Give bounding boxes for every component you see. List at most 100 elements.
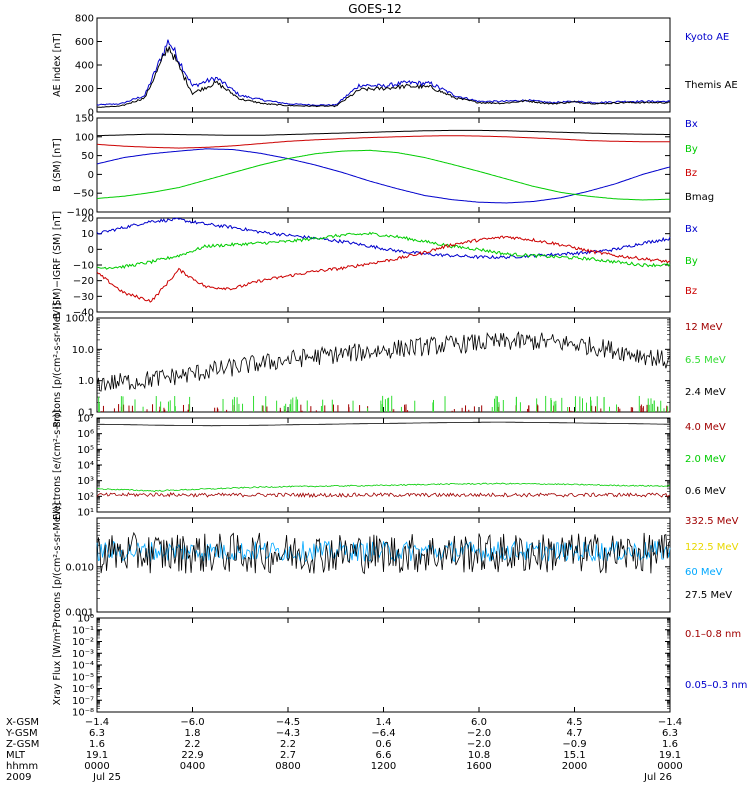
series-line <box>96 491 671 498</box>
legend-entry: 332.5 MeV <box>685 516 739 527</box>
y-tick-label: 10³ <box>77 476 94 487</box>
y-tick-label: −100 <box>67 208 94 219</box>
y-tick-label: 600 <box>75 37 94 48</box>
legend-entry: 0.05–0.3 nm <box>685 680 747 691</box>
panel-2: −100 −50 0 50 100 150 B (SM) [nT] Bx By Bz Bmag <box>52 114 714 219</box>
x-axis-value: 0400 <box>180 761 205 772</box>
x-axis-value: 22.9 <box>181 750 203 761</box>
x-axis-value: 4.7 <box>567 728 583 739</box>
x-axis-value: 10.8 <box>468 750 490 761</box>
legend-entry: 27.5 MeV <box>685 590 732 601</box>
x-axis-value: 0.6 <box>376 739 392 750</box>
legend-entry: By <box>685 144 698 155</box>
y-tick-label: 10⁵ <box>77 445 94 456</box>
legend-entry: Bmag <box>685 192 714 203</box>
panel-frame <box>96 217 671 313</box>
x-row-label: 2009 <box>6 772 31 783</box>
panel-frame <box>96 17 671 113</box>
y-tick-label: 10¹ <box>77 508 94 519</box>
legend-entry: Bx <box>685 224 698 235</box>
legend-entry: Bz <box>685 168 697 179</box>
panel-frame <box>96 617 671 713</box>
y-tick-label: 10 <box>81 229 94 240</box>
legend-entry: 122.5 MeV <box>685 542 739 553</box>
y-axis-label: Protons [p/(cm²-s-sr-MeV)] <box>52 503 63 628</box>
legend-entry: 0.1–0.8 nm <box>685 629 741 640</box>
x-row-label: Z-GSM <box>6 739 39 750</box>
panel-5: 10¹ 10² 10³ 10⁴ 10⁵ 10⁶ 10⁷ Electrons [e/(cm²-s… <box>52 410 726 520</box>
y-tick-label: −10 <box>73 261 94 272</box>
y-axis-label: Xray Flux [W/m²] <box>52 625 63 706</box>
x-axis-value: 1.8 <box>185 728 201 739</box>
x-axis-value: 2000 <box>562 761 587 772</box>
legend-entry: 60 MeV <box>685 567 723 578</box>
y-tick-label: 10⁻⁷ <box>72 696 94 707</box>
y-tick-label: 400 <box>75 61 94 72</box>
legend-entry: Themis AE <box>684 80 738 91</box>
y-tick-label: 10⁷ <box>77 414 94 425</box>
series-line <box>96 531 671 575</box>
legend-entry: 0.6 MeV <box>685 486 726 497</box>
x-row-label: X-GSM <box>6 717 39 728</box>
y-axis-label: Electrons [e/(cm²-s-sr)] <box>52 410 63 520</box>
series-line <box>96 231 671 270</box>
x-axis-value: −6.4 <box>371 728 395 739</box>
series-line <box>96 217 671 260</box>
series-line <box>96 235 671 303</box>
x-axis-value: Jul 26 <box>643 772 672 783</box>
x-axis-value: 2.2 <box>185 739 201 750</box>
x-axis-value: 15.1 <box>563 750 585 761</box>
series-6.5-MeV <box>98 395 669 412</box>
legend-entry: Kyoto AE <box>685 32 729 43</box>
x-axis-value: −2.0 <box>467 728 491 739</box>
x-axis-value: 0800 <box>275 761 300 772</box>
x-axis-table: X-GSMY-GSMZ-GSMMLThhmm2009−1.46.31.619.1… <box>5 717 683 783</box>
x-axis-value: 19.1 <box>86 750 108 761</box>
y-tick-label: 20 <box>81 214 94 225</box>
legend-entry: 2.4 MeV <box>685 387 726 398</box>
series-line <box>96 46 671 108</box>
series-line <box>96 129 670 137</box>
y-tick-label: 10⁻⁵ <box>72 672 94 683</box>
x-axis-value: −1.4 <box>658 717 682 728</box>
y-tick-label: −30 <box>73 292 94 303</box>
x-axis-value: Jul 25 <box>92 772 121 783</box>
y-tick-label: 50 <box>81 151 94 162</box>
x-axis-value: 19.1 <box>659 750 681 761</box>
y-tick-label: 10⁻² <box>72 637 94 648</box>
y-tick-label: 10⁰ <box>77 614 94 625</box>
x-axis-value: 1600 <box>466 761 491 772</box>
y-tick-label: −50 <box>73 189 94 200</box>
y-tick-label: 10⁻¹ <box>72 625 94 636</box>
legend-entry: Bx <box>685 119 698 130</box>
x-axis-value: 2.7 <box>280 750 296 761</box>
x-row-label: MLT <box>6 750 26 761</box>
legend-entry: Bz <box>685 286 697 297</box>
y-tick-label: 10⁶ <box>77 429 94 440</box>
x-axis-value: 6.3 <box>89 728 105 739</box>
x-axis-value: −6.0 <box>180 717 204 728</box>
x-axis-value: 2.2 <box>280 739 296 750</box>
x-axis-value: 0000 <box>84 761 109 772</box>
y-tick-label: 0.1 <box>78 408 94 419</box>
series-line <box>96 148 671 204</box>
x-row-label: hhmm <box>6 761 38 772</box>
legend-entry: 2.0 MeV <box>685 454 726 465</box>
x-row-label: Y-GSM <box>5 728 38 739</box>
x-axis-value: 6.6 <box>376 750 392 761</box>
x-axis-value: −1.4 <box>85 717 109 728</box>
x-axis-value: 4.5 <box>567 717 583 728</box>
legend-entry: 4.0 MeV <box>685 422 726 433</box>
y-tick-label: 10⁻⁴ <box>72 661 94 672</box>
y-tick-label: 150 <box>75 114 94 125</box>
x-axis-value: −0.9 <box>562 739 586 750</box>
y-tick-label: 10⁻⁸ <box>72 708 94 719</box>
y-axis-label: AE index [nT] <box>52 33 63 97</box>
y-tick-label: 100.0 <box>65 314 94 325</box>
x-axis-value: 1.6 <box>662 739 678 750</box>
